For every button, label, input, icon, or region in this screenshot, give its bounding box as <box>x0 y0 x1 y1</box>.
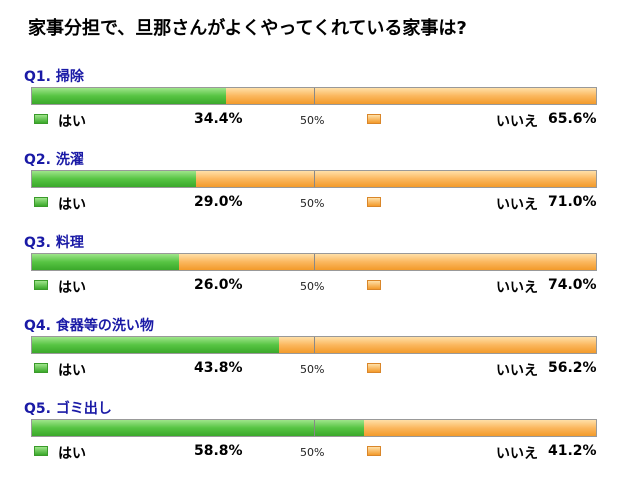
stacked-bar <box>31 253 597 271</box>
no-percentage: 65.6% <box>548 111 597 127</box>
midpoint-line <box>314 171 315 187</box>
legend-swatch-yes <box>34 114 48 124</box>
bar-segment-no <box>226 88 596 104</box>
legend-label-yes: はい <box>58 280 86 296</box>
legend-swatch-yes <box>34 197 48 207</box>
question-row: Q3. 料理はい 26.0% 50% いいえ 74.0% <box>0 232 626 312</box>
legend-swatch-no <box>367 114 381 124</box>
question-row: Q4. 食器等の洗い物はい 43.8% 50% いいえ 56.2% <box>0 315 626 395</box>
legend-row: はい 34.4% 50% いいえ 65.6% <box>0 111 626 131</box>
question-label: Q4. 食器等の洗い物 <box>24 318 154 334</box>
yes-percentage: 29.0% <box>194 194 243 210</box>
legend-swatch-yes <box>34 280 48 290</box>
question-label: Q3. 料理 <box>24 235 84 251</box>
midpoint-line <box>314 420 315 436</box>
bar-segment-no <box>195 171 596 187</box>
question-label: Q2. 洗濯 <box>24 152 84 168</box>
yes-percentage: 26.0% <box>194 277 243 293</box>
midpoint-label: 50% <box>300 280 325 293</box>
yes-percentage: 43.8% <box>194 360 243 376</box>
bar-segment-no <box>178 254 596 270</box>
legend-row: はい 43.8% 50% いいえ 56.2% <box>0 360 626 380</box>
legend-swatch-yes <box>34 446 48 456</box>
bar-segment-no <box>363 420 596 436</box>
legend-row: はい 26.0% 50% いいえ 74.0% <box>0 277 626 297</box>
question-row: Q1. 掃除はい 34.4% 50% いいえ 65.6% <box>0 66 626 146</box>
no-percentage: 41.2% <box>548 443 597 459</box>
legend-row: はい 29.0% 50% いいえ 71.0% <box>0 194 626 214</box>
question-label: Q5. ゴミ出し <box>24 401 112 417</box>
yes-percentage: 34.4% <box>194 111 243 127</box>
bar-segment-yes <box>32 171 196 187</box>
legend-label-no: いいえ <box>496 280 538 296</box>
midpoint-line <box>314 254 315 270</box>
midpoint-label: 50% <box>300 363 325 376</box>
legend-swatch-no <box>367 363 381 373</box>
stacked-bar <box>31 170 597 188</box>
bar-segment-yes <box>32 254 179 270</box>
question-row: Q2. 洗濯はい 29.0% 50% いいえ 71.0% <box>0 149 626 229</box>
bar-segment-yes <box>32 88 227 104</box>
legend-label-yes: はい <box>58 446 86 462</box>
midpoint-line <box>314 88 315 104</box>
stacked-bar <box>31 419 597 437</box>
legend-label-yes: はい <box>58 114 86 130</box>
legend-swatch-no <box>367 197 381 207</box>
legend-label-no: いいえ <box>496 446 538 462</box>
legend-label-no: いいえ <box>496 197 538 213</box>
legend-swatch-no <box>367 446 381 456</box>
stacked-bar <box>31 336 597 354</box>
legend-label-yes: はい <box>58 363 86 379</box>
midpoint-label: 50% <box>300 197 325 210</box>
bar-segment-no <box>279 337 596 353</box>
no-percentage: 56.2% <box>548 360 597 376</box>
yes-percentage: 58.8% <box>194 443 243 459</box>
midpoint-label: 50% <box>300 446 325 459</box>
stacked-bar <box>31 87 597 105</box>
legend-row: はい 58.8% 50% いいえ 41.2% <box>0 443 626 463</box>
question-row: Q5. ゴミ出しはい 58.8% 50% いいえ 41.2% <box>0 398 626 478</box>
no-percentage: 71.0% <box>548 194 597 210</box>
no-percentage: 74.0% <box>548 277 597 293</box>
legend-label-yes: はい <box>58 197 86 213</box>
midpoint-line <box>314 337 315 353</box>
bar-segment-yes <box>32 420 364 436</box>
legend-swatch-no <box>367 280 381 290</box>
page-title: 家事分担で、旦那さんがよくやってくれている家事は? <box>28 18 467 39</box>
midpoint-label: 50% <box>300 114 325 127</box>
question-label: Q1. 掃除 <box>24 69 84 85</box>
legend-swatch-yes <box>34 363 48 373</box>
legend-label-no: いいえ <box>496 363 538 379</box>
bar-segment-yes <box>32 337 280 353</box>
legend-label-no: いいえ <box>496 114 538 130</box>
